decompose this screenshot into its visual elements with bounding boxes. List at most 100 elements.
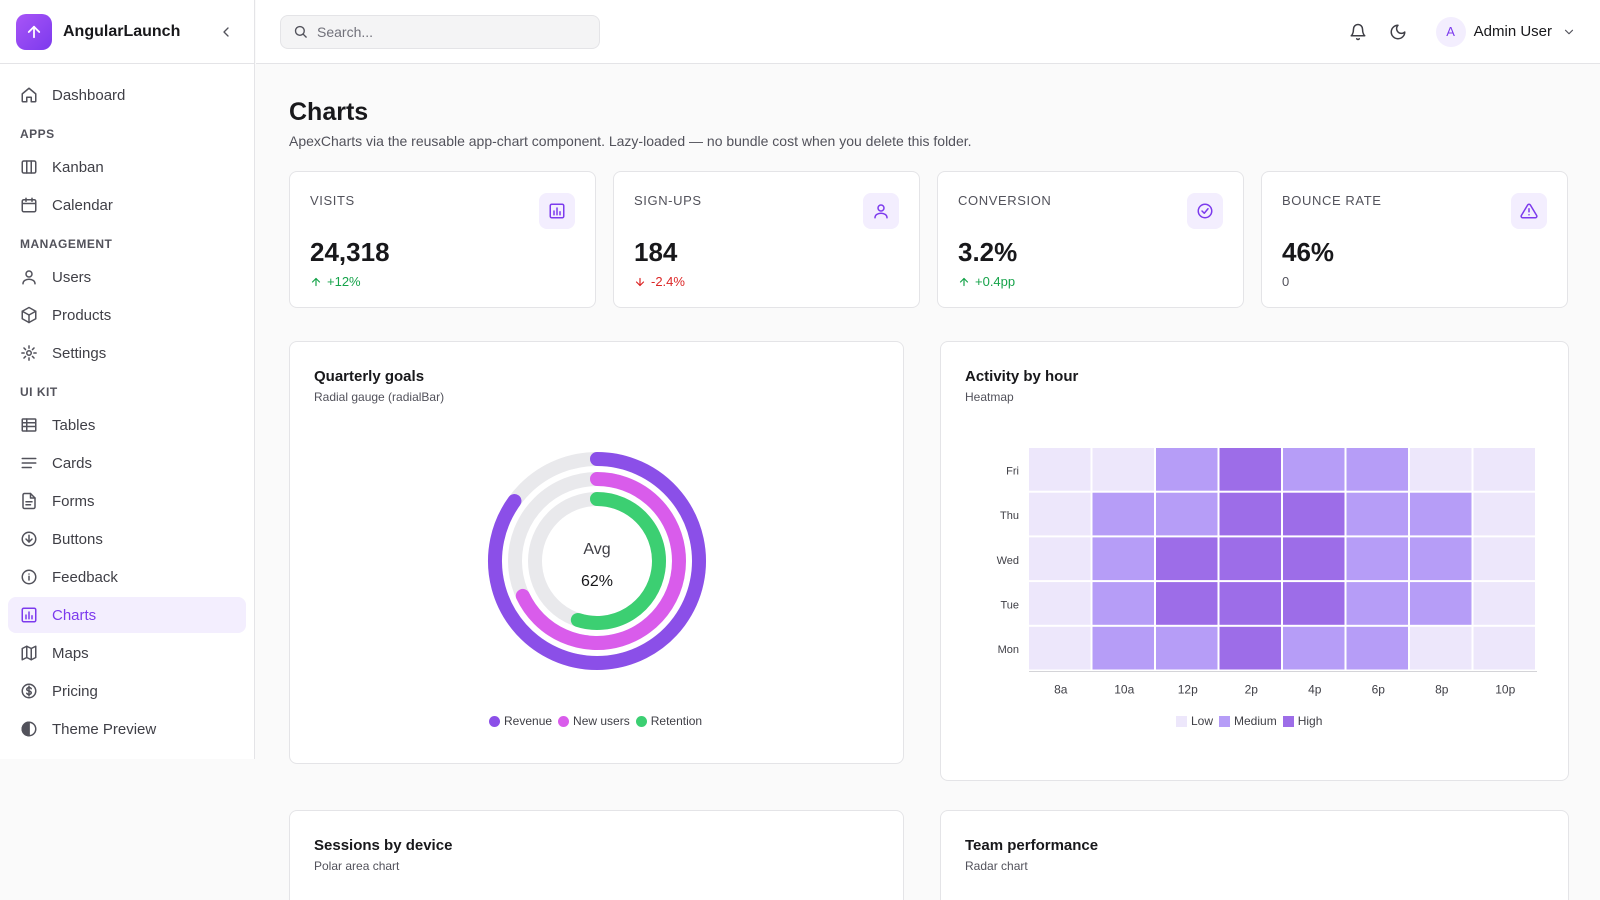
box-icon [21, 306, 37, 324]
legend-item[interactable]: High [1282, 714, 1322, 728]
heatmap-cell[interactable] [1156, 492, 1218, 536]
radial-bar-retention[interactable] [570, 492, 666, 630]
sidebar-item-buttons[interactable]: Buttons [8, 521, 246, 557]
heatmap-cell[interactable] [1029, 626, 1091, 670]
heatmap-cell[interactable] [1029, 448, 1091, 491]
heatmap-cell[interactable] [1092, 448, 1155, 491]
sidebar-item-dashboard[interactable]: Dashboard [8, 77, 246, 113]
theme-icon [21, 721, 37, 737]
chart-icon [21, 607, 37, 623]
sidebar-item-kanban[interactable]: Kanban [8, 149, 246, 185]
heatmap-cell[interactable] [1473, 448, 1536, 491]
heatmap-cell[interactable] [1156, 582, 1218, 625]
sidebar-item-charts[interactable]: Charts [8, 597, 246, 633]
legend-item[interactable]: Revenue [489, 714, 552, 728]
heatmap-x-tick: 6p [1372, 683, 1386, 697]
heatmap-cell[interactable] [1029, 492, 1091, 536]
sidebar-item-products[interactable]: Products [8, 297, 246, 333]
heatmap-cell[interactable] [1410, 626, 1472, 670]
heatmap-cell[interactable] [1410, 582, 1472, 625]
heatmap-cell[interactable] [1029, 582, 1091, 625]
legend-item[interactable]: New users [558, 714, 630, 728]
legend-item[interactable]: Low [1176, 714, 1213, 728]
stat-delta-text: 0 [1282, 274, 1290, 289]
heatmap-cell[interactable] [1410, 537, 1472, 581]
heatmap-cell[interactable] [1346, 492, 1409, 536]
legend-marker [1176, 715, 1187, 727]
heatmap-cell[interactable] [1092, 582, 1155, 625]
user-menu[interactable]: A Admin User [1435, 16, 1576, 47]
card-title: Team performance [965, 837, 1099, 854]
heatmap-cell[interactable] [1092, 537, 1155, 581]
heatmap-cell[interactable] [1346, 582, 1409, 625]
heatmap-cell[interactable] [1410, 448, 1472, 491]
radial-gauge: Avg 62% [488, 452, 706, 670]
stat-delta: +12% [310, 274, 575, 289]
heatmap-cell[interactable] [1219, 492, 1282, 536]
sidebar-item-maps[interactable]: Maps [8, 635, 246, 671]
legend-marker [635, 715, 647, 727]
heatmap-cell[interactable] [1346, 537, 1409, 581]
user-icon [22, 270, 36, 285]
gear-icon [21, 345, 37, 361]
heatmap-cell[interactable] [1346, 448, 1409, 491]
theme-toggle-button[interactable] [1382, 16, 1414, 48]
stat-label: VISITS [310, 193, 355, 208]
collapse-sidebar-button[interactable] [214, 20, 238, 44]
heatmap-cell[interactable] [1219, 537, 1282, 581]
arrow-up-icon [959, 277, 969, 286]
heatmap-cell[interactable] [1156, 537, 1218, 581]
stat-icon-badge [1511, 193, 1547, 229]
radial-bar-revenue[interactable] [488, 452, 706, 670]
heatmap-cell[interactable] [1219, 626, 1282, 670]
stat-card-bounce-rate: BOUNCE RATE 46% 0 [1261, 171, 1568, 308]
sidebar-item-pricing[interactable]: Pricing [8, 673, 246, 709]
stat-value: 184 [634, 237, 678, 267]
app-logo[interactable] [16, 13, 52, 50]
radial-bar-new-users[interactable] [515, 472, 686, 650]
legend-item[interactable]: Medium [1219, 714, 1277, 728]
search-input[interactable] [317, 23, 577, 40]
heatmap-cell[interactable] [1473, 537, 1536, 581]
stats-row: VISITS 24,318 +12% SIGN-UPS 184 -2.4% CONVERSI… [289, 171, 1569, 308]
sidebar-item-theme-preview[interactable]: Theme Preview [8, 711, 246, 747]
legend-marker [489, 715, 500, 727]
check-circle-icon [1197, 203, 1213, 219]
heatmap-cell[interactable] [1029, 537, 1091, 581]
sidebar-item-feedback[interactable]: Feedback [8, 559, 246, 595]
sidebar-item-label: Products [52, 306, 112, 324]
notifications-button[interactable] [1342, 16, 1374, 48]
sidebar-item-cards[interactable]: Cards [8, 445, 246, 481]
heatmap-cell[interactable] [1283, 537, 1345, 581]
charts-grid: Quarterly goals Radial gauge (radialBar)… [289, 308, 1569, 900]
sidebar-item-settings[interactable]: Settings [8, 335, 246, 371]
activity-by-hour-card: Activity by hour Heatmap Fri Thu Wed Tue Mon… [940, 341, 1569, 781]
heatmap-cell[interactable] [1473, 626, 1536, 670]
page-title: Charts [289, 98, 369, 126]
heatmap-cell[interactable] [1283, 626, 1345, 670]
search-box[interactable] [280, 14, 600, 49]
heatmap-cell[interactable] [1219, 582, 1282, 625]
legend-marker [1219, 715, 1231, 727]
heatmap-cell[interactable] [1473, 492, 1536, 536]
heatmap-cell[interactable] [1156, 626, 1218, 670]
heatmap-cell[interactable] [1410, 492, 1472, 536]
heatmap-cell[interactable] [1092, 492, 1155, 536]
heatmap-cell[interactable] [1283, 492, 1345, 536]
card-subtitle: Polar area chart [314, 859, 400, 873]
sidebar-item-forms[interactable]: Forms [8, 483, 246, 519]
heatmap-cell[interactable] [1473, 582, 1536, 625]
heatmap-cell[interactable] [1156, 448, 1218, 491]
heatmap-cell[interactable] [1092, 626, 1155, 670]
legend-item[interactable]: Retention [635, 714, 702, 728]
heatmap-cell[interactable] [1283, 582, 1345, 625]
sidebar-item-tables[interactable]: Tables [8, 407, 246, 443]
heatmap-cell[interactable] [1219, 448, 1282, 491]
sidebar-nav: Dashboard APPS Kanban Calendar MANAGEMENT Use… [0, 64, 254, 747]
sidebar-item-calendar[interactable]: Calendar [8, 187, 246, 223]
heatmap-cell[interactable] [1346, 626, 1409, 670]
stat-delta-text: -2.4% [651, 274, 685, 289]
heatmap-cell[interactable] [1283, 448, 1345, 491]
radial-legend: Revenue New users Retention [489, 714, 708, 728]
sidebar-item-users[interactable]: Users [8, 259, 246, 295]
